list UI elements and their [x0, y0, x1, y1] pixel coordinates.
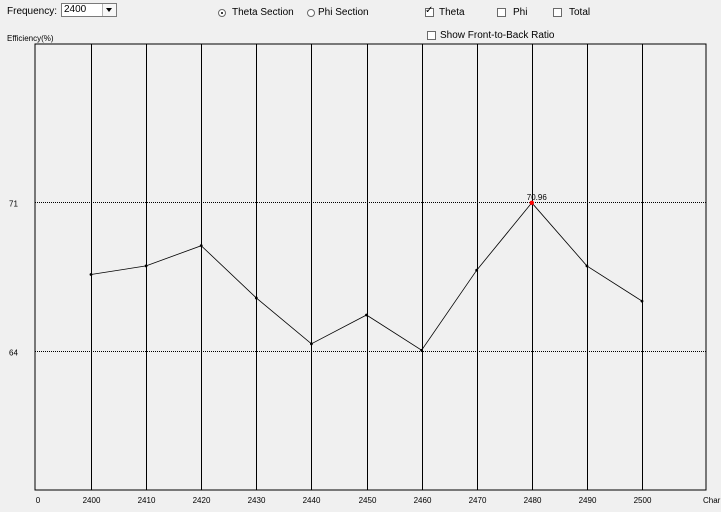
phi-section-radio[interactable] [307, 9, 315, 17]
theta-section-label[interactable]: Theta Section [232, 7, 294, 18]
x-tick-label: 2440 [303, 496, 321, 505]
x-axis-label: Char [703, 496, 721, 505]
x-tick-label: 2400 [83, 496, 101, 505]
x-tick-label: 2450 [359, 496, 377, 505]
data-point[interactable] [254, 296, 258, 300]
data-point[interactable] [365, 313, 368, 317]
data-point[interactable] [89, 273, 93, 276]
phi-checkbox[interactable] [497, 8, 506, 17]
check-icon: ✓ [425, 5, 434, 16]
x-tick-label: 2460 [414, 496, 432, 505]
phi-checkbox-label[interactable]: Phi [513, 7, 528, 18]
x-tick-label: 2470 [469, 496, 487, 505]
data-point[interactable] [640, 299, 644, 303]
x-tick-label: 2480 [524, 496, 542, 505]
data-point[interactable] [420, 348, 423, 352]
x-tick-label: 2420 [193, 496, 211, 505]
x-tick-label: 2430 [248, 496, 266, 505]
theta-checkbox-label[interactable]: Theta [439, 7, 465, 18]
total-checkbox-label[interactable]: Total [569, 7, 591, 18]
chevron-down-icon[interactable] [102, 4, 116, 16]
plot-area [34, 43, 707, 491]
data-point[interactable] [199, 244, 203, 248]
frequency-label: Frequency: [7, 6, 58, 17]
data-point[interactable] [475, 268, 479, 272]
y-axis-label: Efficiency(%) [7, 34, 54, 43]
peak-value-label: 70.96 [527, 193, 548, 202]
frequency-value: 2400 [64, 4, 87, 15]
y-tick-label: 64 [9, 349, 18, 358]
y-tick-label: 71 [9, 200, 18, 209]
front-back-label[interactable]: Show Front-to-Back Ratio [440, 30, 555, 41]
peak-point[interactable] [529, 200, 534, 205]
total-checkbox[interactable] [553, 8, 562, 17]
data-point[interactable] [144, 264, 148, 268]
x-tick-label: 2490 [579, 496, 597, 505]
theta-checkbox[interactable]: ✓ [425, 5, 434, 17]
data-point[interactable] [585, 264, 589, 268]
x-tick-label: 2500 [634, 496, 652, 505]
data-point[interactable] [310, 342, 313, 346]
x-tick-label: 0 [36, 496, 41, 505]
x-tick-label: 2410 [138, 496, 156, 505]
front-back-checkbox[interactable] [427, 31, 436, 40]
phi-section-label[interactable]: Phi Section [318, 7, 369, 18]
frequency-select[interactable]: 2400 [61, 3, 117, 17]
efficiency-series-line [90, 202, 643, 351]
theta-section-radio[interactable] [218, 9, 226, 17]
